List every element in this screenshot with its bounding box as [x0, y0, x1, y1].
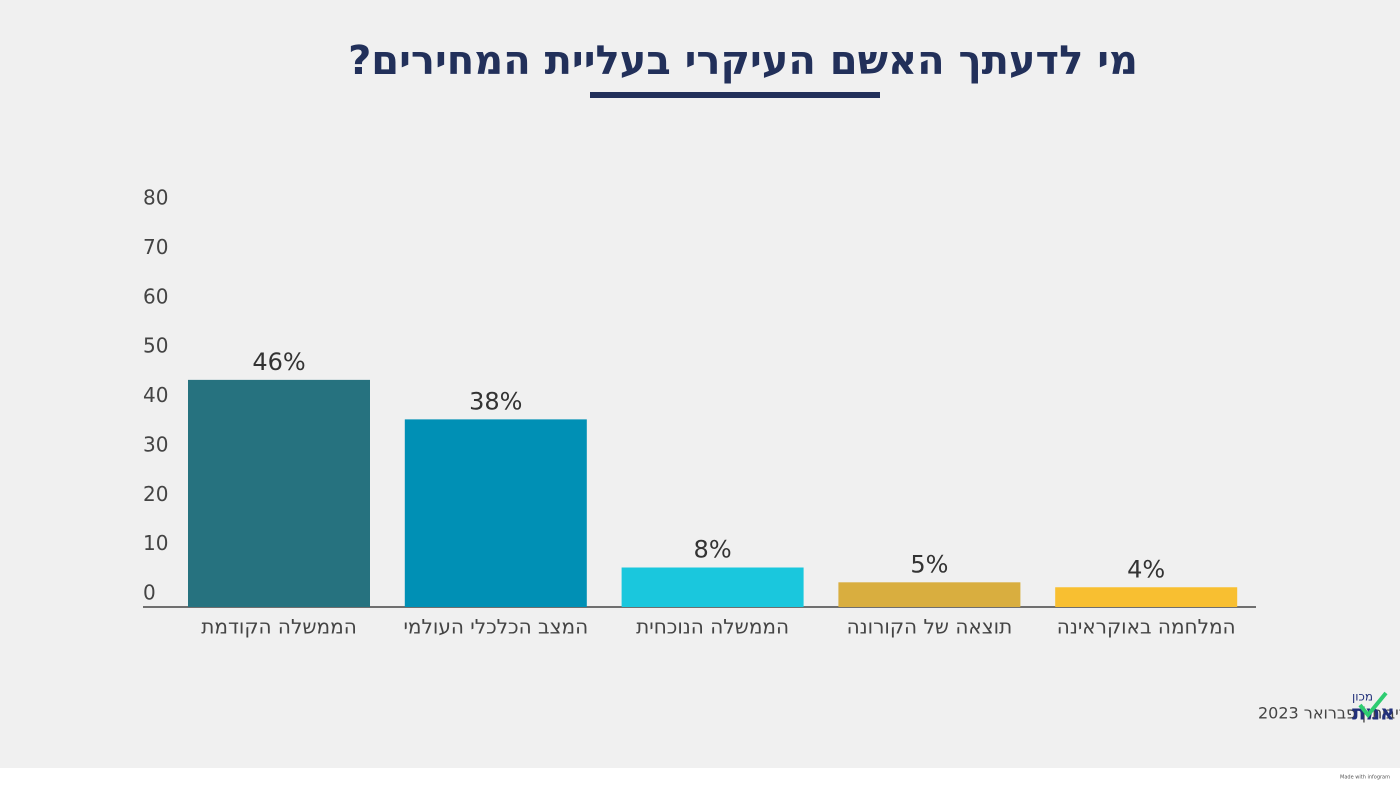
title-underline	[590, 92, 880, 98]
value-label: 5%	[910, 550, 948, 578]
value-label: 4%	[1127, 555, 1165, 583]
x-tick-label: הממשלה הנוכחית	[636, 615, 789, 639]
bar	[621, 567, 804, 607]
x-tick-label: המצב הכלכלי העולמי	[403, 615, 588, 639]
logo-small: מכון	[1352, 690, 1373, 704]
value-label: 38%	[469, 387, 522, 415]
chart-title: מי לדעתך האשם העיקרי בעליית המחירים?	[348, 38, 1138, 84]
x-tick-label: תוצאה של הקורונה	[847, 615, 1013, 639]
y-tick-label: 50	[143, 334, 168, 358]
y-tick-label: 20	[143, 482, 168, 506]
y-tick-label: 40	[143, 383, 168, 407]
y-tick-label: 80	[143, 186, 168, 210]
x-tick-label: המלחמה באוקראינה	[1057, 615, 1236, 639]
bar	[838, 582, 1021, 607]
x-tick-label: הממשלה הקודמת	[201, 615, 357, 639]
bar	[188, 379, 370, 607]
y-tick-label: 70	[143, 235, 168, 259]
badge: Made with infogram	[1340, 775, 1390, 781]
y-tick-label: 30	[143, 432, 168, 456]
y-tick-label: 10	[143, 531, 168, 555]
y-tick-label: 0	[143, 581, 156, 605]
bar	[404, 419, 587, 607]
logo-check	[1358, 691, 1388, 719]
bar	[1055, 587, 1238, 607]
value-label: 8%	[694, 536, 732, 564]
y-tick-label: 60	[143, 284, 168, 308]
value-label: 46%	[252, 348, 305, 376]
